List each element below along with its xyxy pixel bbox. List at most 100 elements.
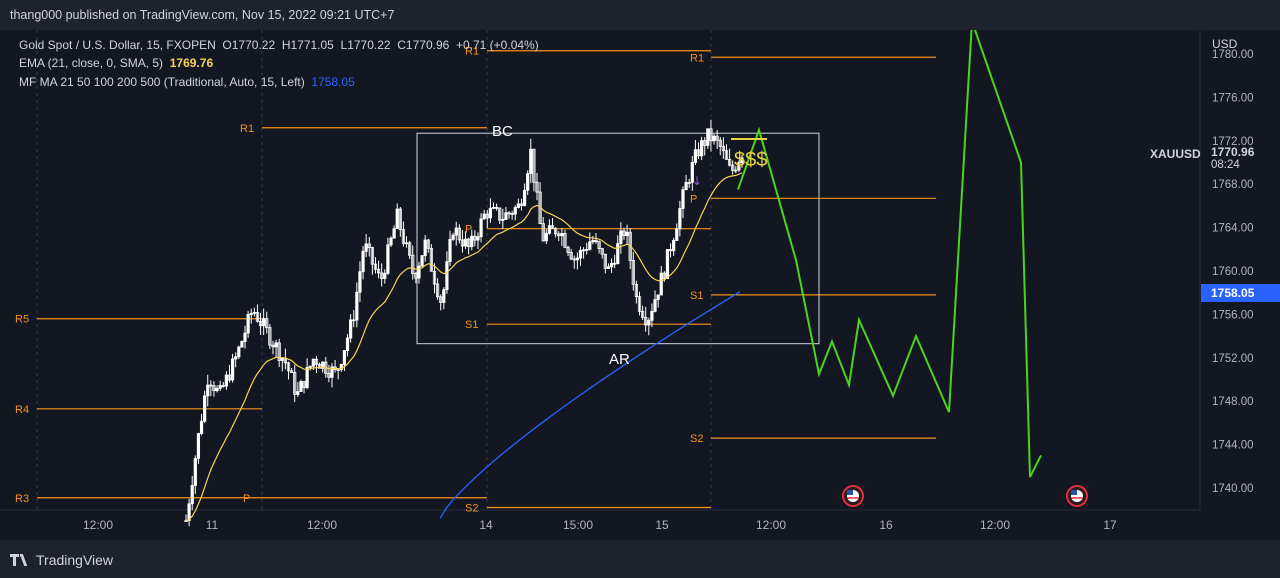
x-tick-label: 12:00: [83, 518, 113, 532]
candle-body: [401, 229, 406, 244]
candle-body: [262, 318, 266, 327]
candle-body: [457, 227, 461, 241]
candle-body: [411, 254, 415, 274]
footer-bar: TradingView: [0, 540, 1280, 578]
candle-body: [314, 358, 319, 365]
candle-body: [237, 346, 241, 358]
candle-body: [656, 294, 660, 300]
candle-body: [563, 233, 567, 248]
candle-body: [246, 314, 250, 334]
chart-canvas[interactable]: USD 1740.00 1744.00 1748.00 1752.00 1756.00 17…: [0, 30, 1280, 540]
y-tick-label: 1744.00: [1212, 440, 1254, 452]
ma-line: [439, 291, 741, 519]
x-tick-label: 12:00: [756, 518, 786, 532]
annotation-bc: BC: [492, 123, 513, 140]
candle-body: [460, 239, 465, 247]
candle-body: [367, 243, 371, 248]
candle-body: [361, 250, 365, 273]
candle-body: [557, 233, 561, 237]
down-arrow-icon: ↓: [692, 174, 702, 188]
candle-body: [426, 239, 430, 249]
y-tick-label: 1776.00: [1212, 92, 1254, 104]
legend-mf-line[interactable]: MF MA 21 50 100 200 500 (Traditional, Au…: [19, 75, 355, 89]
candle-body: [519, 203, 524, 206]
candle-body: [737, 162, 741, 171]
candle-body: [243, 332, 247, 342]
tradingview-logo-icon: [10, 554, 30, 566]
candle-body: [600, 248, 604, 255]
candle-body: [451, 234, 455, 240]
candle-body: [544, 232, 548, 242]
candle-body: [336, 369, 340, 371]
candle-body: [408, 242, 412, 256]
pivot-label: S1: [690, 290, 703, 302]
y-tick-label: 1768.00: [1212, 179, 1254, 191]
y-tick-label: 1764.00: [1212, 223, 1254, 235]
x-tick-label: 15:00: [563, 518, 593, 532]
candle-body: [501, 218, 505, 221]
legend-ema-label: EMA (21, close, 0, SMA, 5): [19, 56, 164, 70]
legend-high: H1771.05: [281, 38, 334, 52]
candle-body: [448, 238, 452, 263]
candle-body: [209, 384, 213, 387]
candle-body: [721, 145, 725, 152]
range-box: [416, 132, 820, 345]
candle-body: [641, 310, 645, 318]
candle-body: [417, 265, 421, 279]
candle-body: [255, 312, 260, 322]
candle-body: [308, 365, 312, 368]
candle-body: [258, 320, 263, 327]
candle-body: [662, 272, 666, 280]
candle-body: [193, 458, 197, 486]
candle-body: [432, 270, 437, 285]
candle-body: [311, 358, 315, 367]
header-bar: thang000 published on TradingView.com, N…: [0, 0, 1280, 30]
candle-body: [513, 207, 517, 215]
candle-body: [554, 227, 558, 235]
candle-body: [588, 241, 592, 250]
candle-body: [290, 370, 294, 373]
candle-body: [376, 268, 381, 274]
candle-body: [504, 212, 508, 220]
candle-body: [578, 249, 583, 259]
candle-body: [724, 150, 729, 160]
candle-body: [650, 310, 654, 321]
candle-body: [286, 362, 291, 372]
candle-body: [569, 251, 573, 260]
candle-body: [653, 299, 657, 312]
candle-body: [268, 327, 272, 346]
bar-countdown: 08:24: [1211, 159, 1240, 171]
legend-symbol-line[interactable]: Gold Spot / U.S. Dollar, 15, FXOPEN O177…: [19, 38, 539, 52]
candle-body: [516, 203, 520, 208]
candle-body: [734, 169, 738, 172]
candle-body: [252, 312, 256, 314]
tradingview-logo[interactable]: TradingView: [10, 552, 113, 568]
candle-body: [550, 225, 555, 229]
annotation-dollar: $$$: [734, 149, 767, 171]
candle-body: [696, 149, 701, 157]
candle-body: [572, 258, 576, 261]
candle-body: [454, 227, 458, 236]
legend-low: L1770.22: [340, 38, 391, 52]
us-flag-event-icon-canton: [847, 490, 853, 495]
pivot-label: S2: [465, 503, 478, 515]
pivot-label: R5: [15, 314, 29, 326]
candle-body: [616, 243, 620, 264]
y-tick-label: 1752.00: [1212, 353, 1254, 365]
legend-ema-line[interactable]: EMA (21, close, 0, SMA, 5) 1769.76: [19, 56, 213, 70]
candle-body: [637, 296, 642, 312]
candle-body: [435, 283, 440, 298]
candle-body: [532, 148, 536, 183]
candle-body: [668, 249, 673, 252]
legend-close: C1770.96: [397, 38, 450, 52]
candle-body: [547, 225, 552, 234]
candle-body: [619, 230, 623, 244]
pivot-label: S2: [690, 433, 703, 445]
candle-body: [218, 385, 222, 389]
candle-body: [234, 356, 238, 360]
candle-body: [613, 262, 617, 265]
pivot-label: P: [690, 193, 697, 205]
candle-body: [296, 391, 300, 395]
candle-body: [522, 189, 527, 206]
candle-body: [647, 319, 651, 326]
